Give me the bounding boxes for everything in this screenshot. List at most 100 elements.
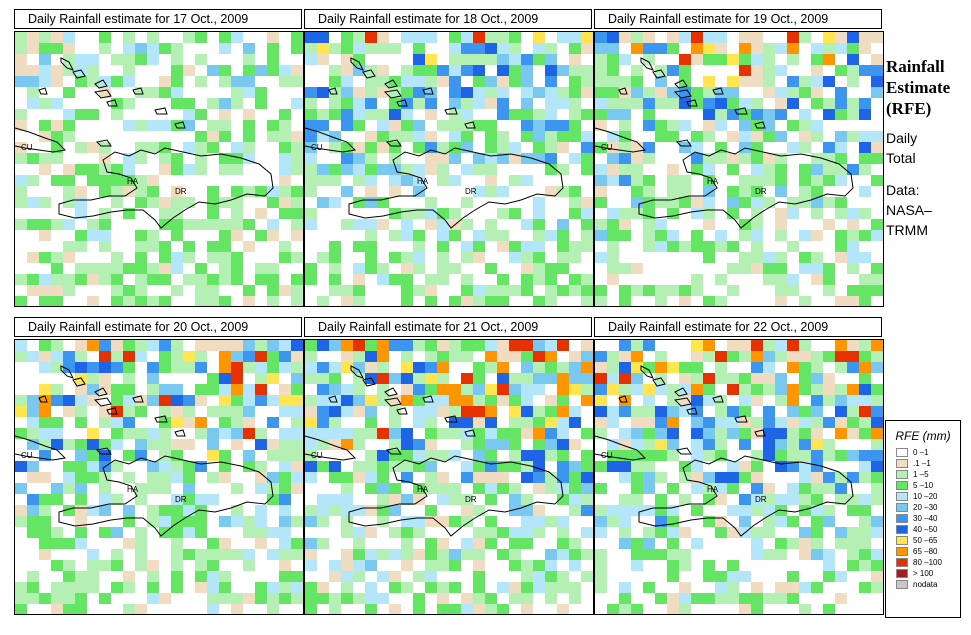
- rainfall-cell: [823, 153, 835, 164]
- rainfall-cell: [377, 472, 389, 483]
- rainfall-cell: [739, 351, 751, 362]
- rainfall-cell: [111, 296, 123, 306]
- rainfall-cell: [461, 593, 473, 604]
- country-label-dr: DR: [755, 187, 767, 196]
- rainfall-cell: [341, 340, 353, 351]
- rainfall-cell: [581, 395, 593, 406]
- rainfall-cell: [291, 582, 303, 593]
- rainfall-cell: [509, 340, 521, 351]
- rainfall-cell: [883, 373, 884, 384]
- rainfall-cell: [413, 263, 425, 274]
- rainfall-cell: [619, 450, 631, 461]
- rainfall-cell: [727, 164, 739, 175]
- rainfall-cell: [727, 208, 739, 219]
- rainfall-cell: [461, 439, 473, 450]
- rainfall-cell: [99, 43, 111, 54]
- country-label-cu: CU: [21, 451, 33, 460]
- rainfall-cell: [401, 131, 413, 142]
- rainfall-cell: [485, 417, 497, 428]
- rainfall-cell: [739, 263, 751, 274]
- rainfall-cell: [847, 340, 859, 351]
- rainfall-cell: [799, 549, 811, 560]
- rainfall-cell: [545, 43, 557, 54]
- rainfall-cell: [267, 373, 279, 384]
- rainfall-cell: [353, 472, 365, 483]
- rainfall-cell: [219, 582, 231, 593]
- rainfall-cell: [823, 439, 835, 450]
- rainfall-cell: [27, 406, 39, 417]
- rainfall-cell: [401, 296, 413, 306]
- rainfall-cell: [401, 274, 413, 285]
- rainfall-cell: [883, 32, 884, 43]
- rainfall-cell: [497, 340, 509, 351]
- rainfall-cell: [775, 65, 787, 76]
- rainfall-cell: [291, 153, 303, 164]
- rainfall-cell: [39, 395, 51, 406]
- rainfall-cell: [353, 241, 365, 252]
- rainfall-cell: [545, 54, 557, 65]
- rainfall-cell: [631, 65, 643, 76]
- rainfall-cell: [449, 384, 461, 395]
- rainfall-cell: [619, 230, 631, 241]
- rainfall-cell: [317, 43, 329, 54]
- rainfall-cell: [643, 384, 655, 395]
- rainfall-cell: [607, 252, 619, 263]
- rainfall-cell: [679, 494, 691, 505]
- rainfall-cell: [667, 285, 679, 296]
- rainfall-cell: [63, 505, 75, 516]
- rainfall-cell: [413, 186, 425, 197]
- coastline: [94, 79, 108, 89]
- rainfall-cell: [329, 505, 341, 516]
- rainfall-cell: [437, 494, 449, 505]
- rainfall-cell: [643, 450, 655, 461]
- legend-label: 10 –20: [913, 492, 938, 501]
- rainfall-cell: [231, 32, 243, 43]
- rainfall-cell: [255, 593, 267, 604]
- rainfall-cell: [413, 593, 425, 604]
- rainfall-cell: [871, 219, 883, 230]
- rainfall-cell: [679, 197, 691, 208]
- rainfall-cell: [39, 32, 51, 43]
- rainfall-cell: [183, 417, 195, 428]
- coastline: [362, 69, 376, 79]
- rainfall-cell: [667, 384, 679, 395]
- rainfall-cell: [667, 593, 679, 604]
- rainfall-cell: [643, 285, 655, 296]
- rainfall-cell: [171, 549, 183, 560]
- rainfall-cell: [63, 197, 75, 208]
- rainfall-cell: [341, 285, 353, 296]
- rainfall-cell: [569, 87, 581, 98]
- rainfall-cell: [509, 65, 521, 76]
- rainfall-cell: [691, 153, 703, 164]
- rainfall-cell: [135, 450, 147, 461]
- rainfall-cell: [219, 131, 231, 142]
- rainfall-cell: [171, 461, 183, 472]
- rainfall-cell: [255, 362, 267, 373]
- rainfall-cell: [305, 32, 317, 43]
- rainfall-cell: [557, 571, 569, 582]
- hispaniola-coastline: [58, 147, 274, 229]
- rainfall-cell: [679, 604, 691, 614]
- rainfall-cell: [377, 274, 389, 285]
- rainfall-cell: [727, 285, 739, 296]
- rainfall-map: CU HA DR: [304, 339, 594, 615]
- rainfall-cell: [389, 131, 401, 142]
- rainfall-cell: [533, 582, 545, 593]
- rainfall-cell: [255, 98, 267, 109]
- rainfall-cell: [775, 296, 787, 306]
- rainfall-cell: [389, 109, 401, 120]
- legend-item: 30 –40: [896, 513, 960, 524]
- rainfall-map: CU HA DR: [14, 31, 304, 307]
- rainfall-cell: [123, 571, 135, 582]
- rainfall-cell: [461, 505, 473, 516]
- rainfall-cell: [377, 428, 389, 439]
- rainfall-cell: [763, 483, 775, 494]
- rainfall-cell: [231, 362, 243, 373]
- rainfall-cell: [123, 32, 135, 43]
- rainfall-cell: [595, 98, 607, 109]
- rainfall-cell: [341, 406, 353, 417]
- rainfall-cell: [87, 76, 99, 87]
- rainfall-cell: [521, 87, 533, 98]
- coastline: [60, 57, 74, 71]
- rainfall-cell: [123, 120, 135, 131]
